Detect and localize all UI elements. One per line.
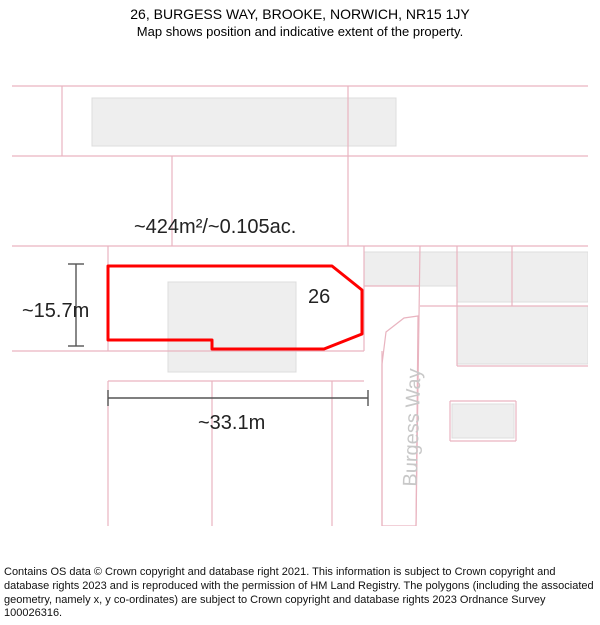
width-label: ~33.1m: [198, 412, 265, 435]
map-area: ~424m²/~0.105ac. 26 ~15.7m ~33.1m Burges…: [12, 46, 588, 526]
road-name: Burgess Way: [400, 368, 427, 487]
page-title: 26, BURGESS WAY, BROOKE, NORWICH, NR15 1…: [10, 6, 590, 22]
map-svg: [12, 46, 588, 526]
area-label: ~424m²/~0.105ac.: [134, 216, 296, 239]
height-label: ~15.7m: [22, 300, 89, 323]
page-subtitle: Map shows position and indicative extent…: [10, 24, 590, 39]
house-number: 26: [308, 286, 330, 309]
copyright-footer: Contains OS data © Crown copyright and d…: [4, 566, 596, 621]
